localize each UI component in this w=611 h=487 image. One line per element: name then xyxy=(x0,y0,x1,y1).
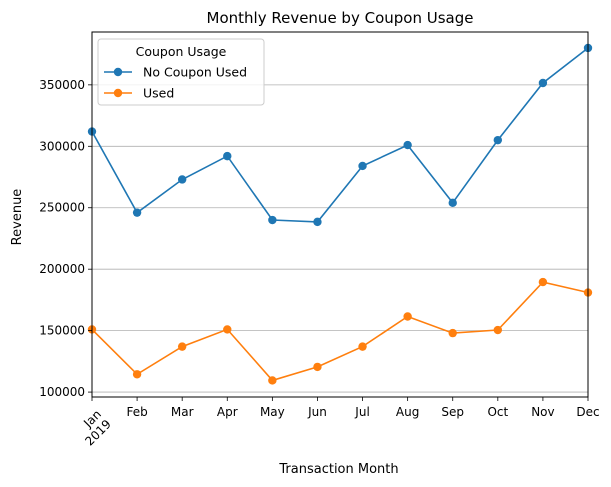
data-point xyxy=(177,175,187,184)
data-point xyxy=(223,151,232,161)
x-tick-label: Mar xyxy=(171,405,194,419)
legend-frame xyxy=(97,38,265,106)
x-tick-label: Jul xyxy=(354,405,369,419)
x-tick-label: Dec xyxy=(576,405,599,419)
legend-title: Coupon Usage xyxy=(136,44,227,59)
data-point xyxy=(538,78,548,88)
legend: Coupon Usage No Coupon Used Used xyxy=(97,38,265,106)
data-point xyxy=(313,217,322,227)
data-point xyxy=(358,342,367,351)
x-tick-label: Nov xyxy=(531,405,554,419)
x-tick-label: Oct xyxy=(487,405,508,419)
data-point xyxy=(448,328,457,338)
data-point xyxy=(313,362,322,372)
series-used xyxy=(87,277,593,385)
data-point xyxy=(448,198,457,208)
data-point xyxy=(403,140,412,150)
x-axis-ticks: Jan2019 Feb Mar Apr May Jun Jul Aug Sep Oct Nov Dec xyxy=(73,397,600,448)
data-point xyxy=(403,312,412,321)
y-tick-label: 200000 xyxy=(39,262,85,276)
y-axis-ticks: 100000 150000 200000 250000 300000 350000 xyxy=(39,78,92,399)
y-tick-label: 300000 xyxy=(39,139,85,153)
x-tick-label: Aug xyxy=(396,405,419,419)
x-tick-label: May xyxy=(260,405,285,419)
legend-label: Used xyxy=(143,86,174,101)
series-no-coupon-used xyxy=(87,43,593,227)
data-point xyxy=(132,208,142,217)
y-tick-label: 250000 xyxy=(39,201,85,215)
data-point xyxy=(493,135,503,145)
data-point xyxy=(268,376,277,385)
data-point xyxy=(358,161,367,171)
x-tick-label: Sep xyxy=(441,405,464,419)
data-point xyxy=(177,342,187,351)
series-layer xyxy=(87,43,593,385)
legend-swatch-marker xyxy=(113,88,123,98)
x-axis-label: Transaction Month xyxy=(278,462,398,477)
grid-lines xyxy=(92,84,588,393)
series-line xyxy=(91,47,589,223)
data-point xyxy=(538,277,548,287)
data-point xyxy=(268,215,277,225)
y-axis-label: Revenue xyxy=(10,189,25,246)
x-tick-label: Feb xyxy=(126,405,147,419)
data-point xyxy=(223,325,232,334)
x-tick-label: Apr xyxy=(217,405,238,419)
y-tick-label: 350000 xyxy=(39,78,85,92)
x-tick-label: Jun xyxy=(307,405,327,419)
legend-swatch-marker xyxy=(113,67,123,77)
chart-title: Monthly Revenue by Coupon Usage xyxy=(207,9,474,27)
legend-label: No Coupon Used xyxy=(143,65,247,80)
y-tick-label: 100000 xyxy=(39,385,85,399)
data-point xyxy=(493,325,503,335)
series-line xyxy=(91,281,589,382)
y-tick-label: 150000 xyxy=(39,324,85,338)
data-point xyxy=(132,370,142,379)
plot-area-frame xyxy=(91,31,589,398)
x-tick-label: Jan2019 xyxy=(73,407,114,448)
